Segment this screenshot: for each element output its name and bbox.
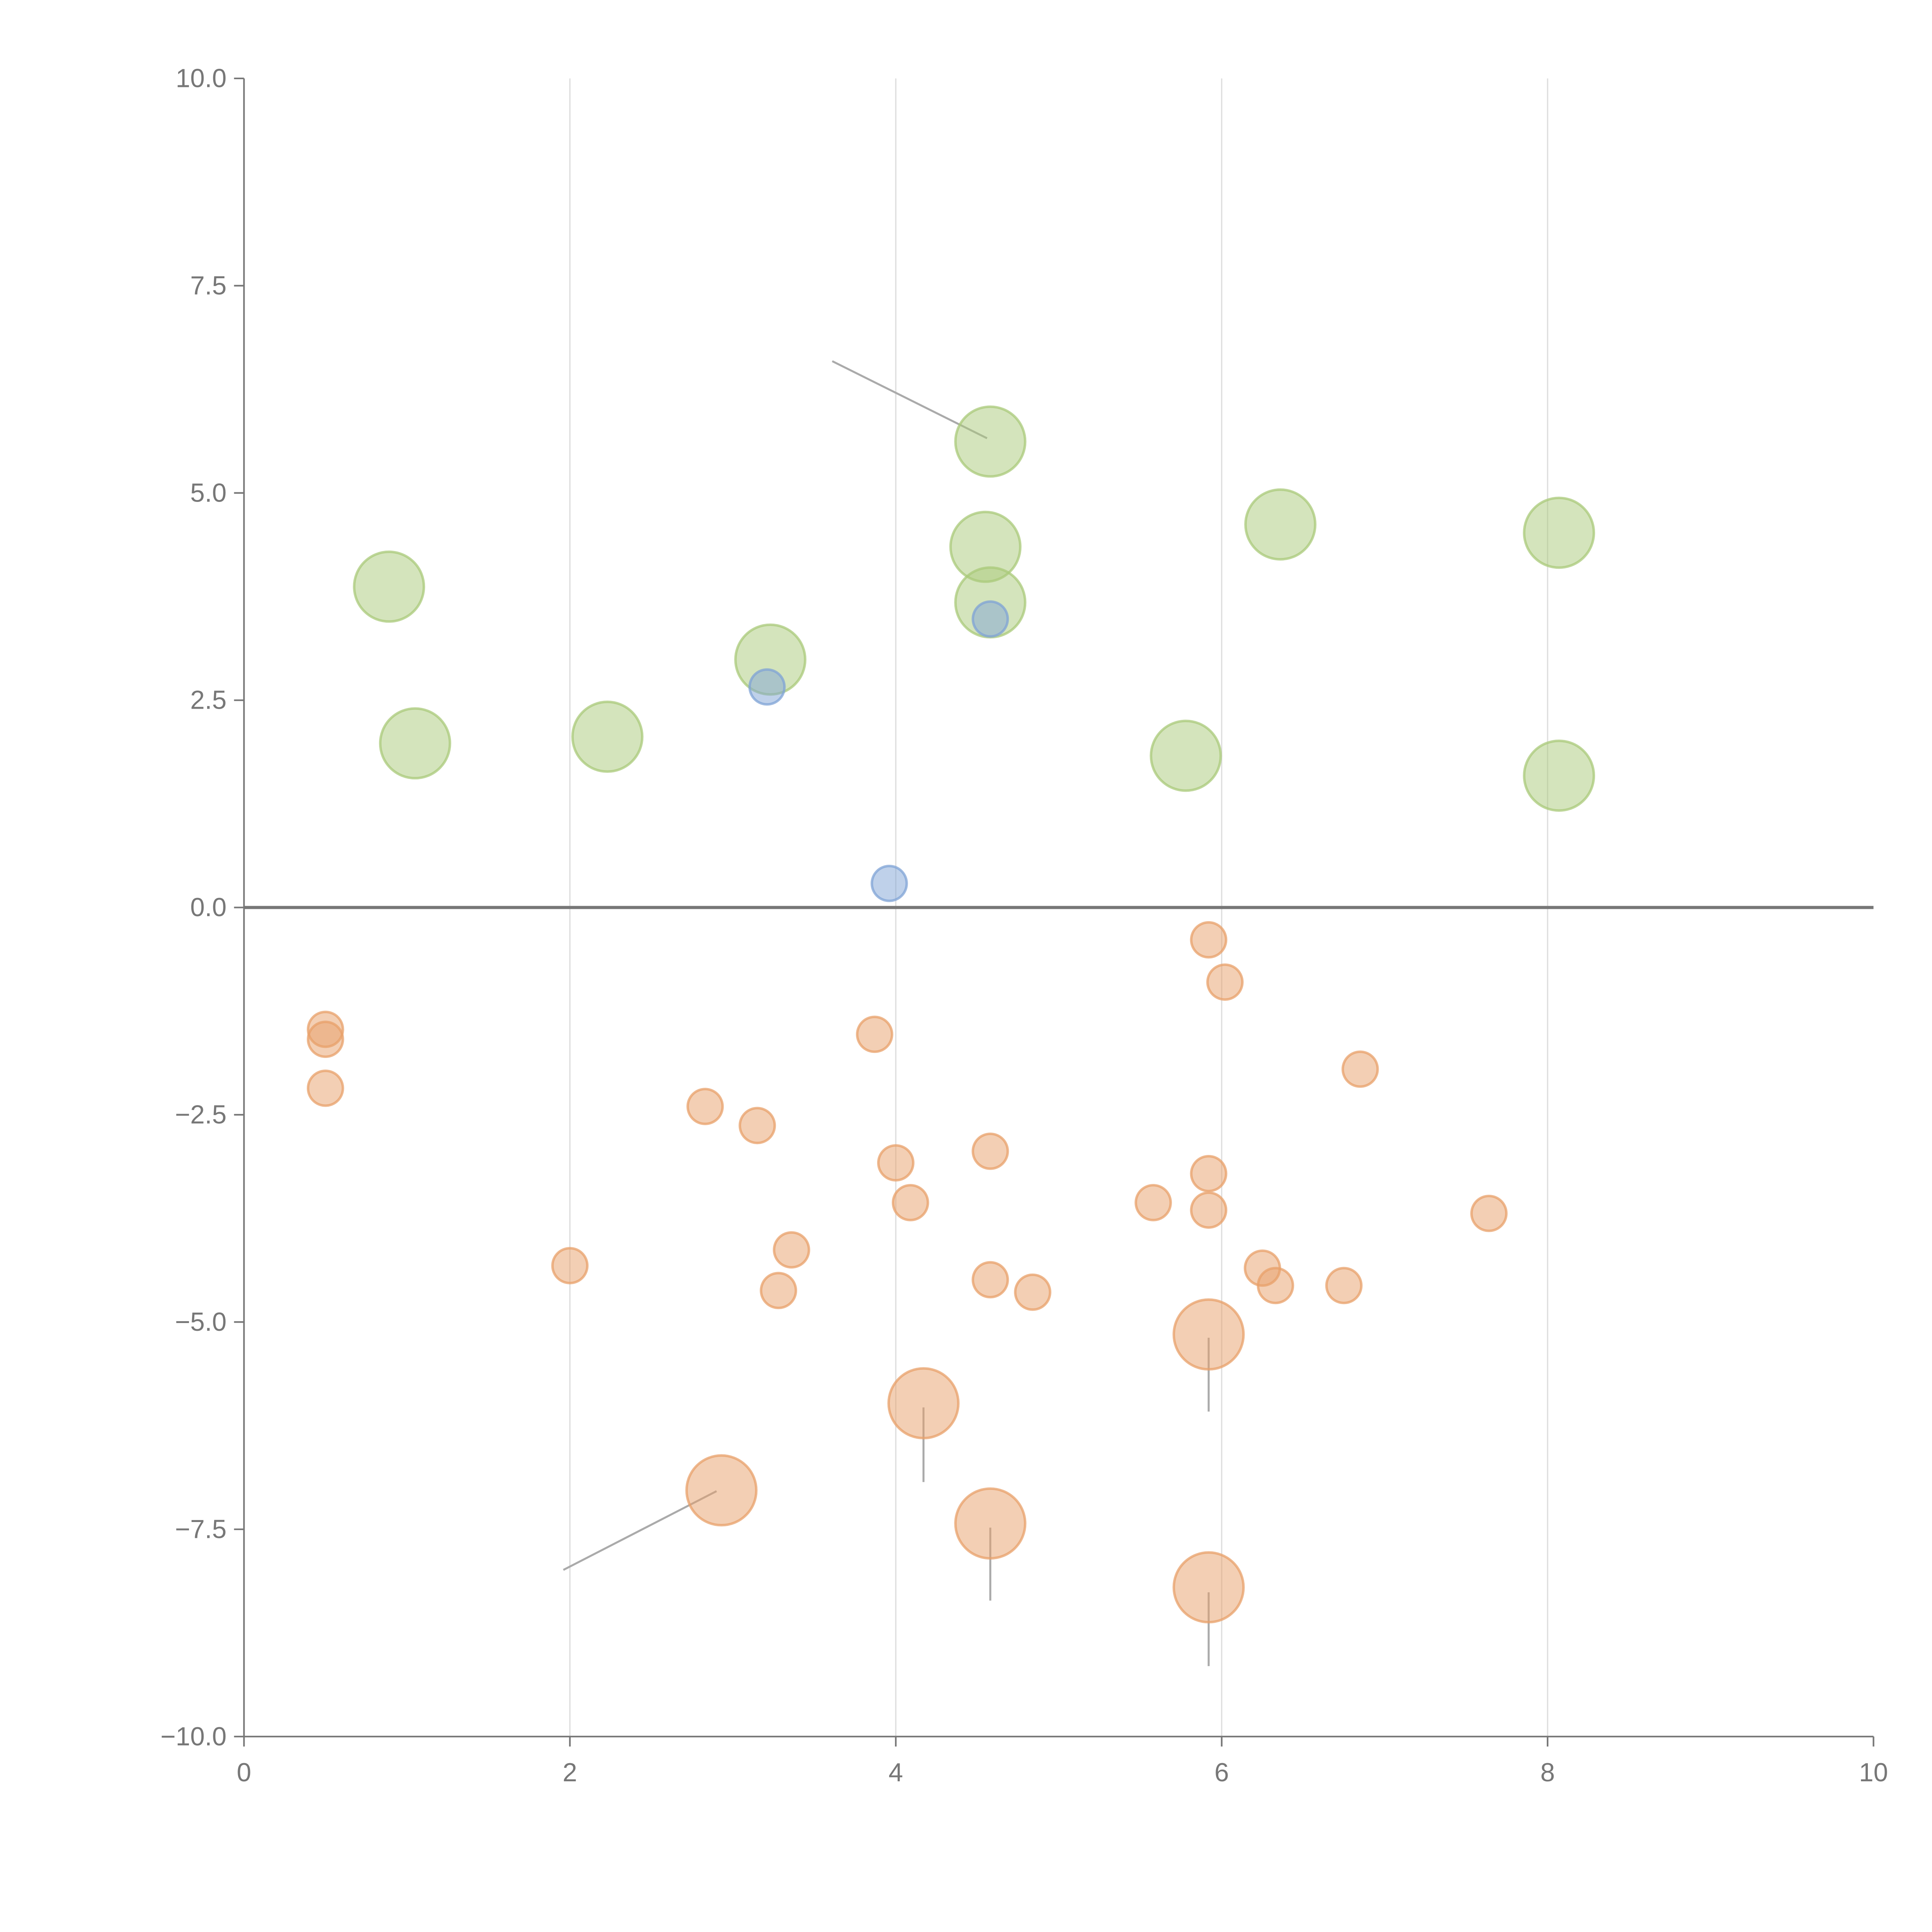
orange-point xyxy=(1134,1184,1172,1221)
x-tick-label: 4 xyxy=(888,1758,903,1787)
leader-lines xyxy=(563,360,1210,1666)
x-tick-label: 2 xyxy=(563,1758,577,1787)
y-tick-label: −2.5 xyxy=(175,1100,227,1129)
orange-point xyxy=(971,1261,1009,1299)
orange-large-point xyxy=(1172,1298,1245,1371)
y-tick-label: 7.5 xyxy=(190,271,226,300)
axes: 0 2 4 6 8 10 10.0 7.5 5.0 2.5 0.0 −2.5 −5.0 −7.5 −10.0 xyxy=(160,64,1888,1787)
y-tick-label: 0.0 xyxy=(190,893,226,922)
data-points xyxy=(306,405,1595,1624)
orange-point xyxy=(686,1088,724,1125)
y-tick-label: −7.5 xyxy=(175,1515,227,1544)
orange-point xyxy=(306,1020,344,1058)
x-tick-label: 6 xyxy=(1214,1758,1229,1787)
orange-large-point xyxy=(1172,1551,1245,1624)
y-tick-label: 5.0 xyxy=(190,478,226,507)
green-point xyxy=(353,550,425,623)
orange-point xyxy=(1470,1194,1508,1232)
y-tick-label: 2.5 xyxy=(190,686,226,715)
green-point xyxy=(379,707,451,780)
orange-point xyxy=(1341,1050,1379,1088)
green-point xyxy=(1523,740,1595,812)
green-point xyxy=(571,701,644,773)
blue-point xyxy=(871,865,908,902)
orange-point xyxy=(891,1184,929,1221)
y-tick-label: −10.0 xyxy=(160,1722,226,1751)
orange-point xyxy=(738,1107,776,1145)
green-point xyxy=(1523,497,1595,569)
y-tick-label: 10.0 xyxy=(176,64,227,93)
orange-point xyxy=(1190,921,1228,959)
green-point xyxy=(1244,488,1316,561)
orange-point xyxy=(773,1231,810,1269)
orange-point xyxy=(551,1247,589,1284)
orange-large-point xyxy=(685,1454,758,1527)
orange-point xyxy=(1190,1191,1228,1229)
orange-point xyxy=(306,1070,344,1107)
orange-point xyxy=(1206,963,1244,1001)
blue-point xyxy=(748,668,786,706)
green-point xyxy=(1150,719,1222,792)
green-point xyxy=(954,405,1027,478)
y-tick-label: −5.0 xyxy=(175,1308,227,1337)
orange-large-point xyxy=(954,1487,1027,1560)
orange-point xyxy=(971,1133,1009,1170)
orange-point xyxy=(1190,1155,1228,1192)
blue-point xyxy=(971,600,1009,638)
orange-point xyxy=(1325,1267,1363,1304)
orange-point xyxy=(1257,1267,1294,1304)
x-tick-label: 10 xyxy=(1859,1758,1888,1787)
orange-point xyxy=(856,1015,893,1053)
x-tick-label: 8 xyxy=(1540,1758,1555,1787)
orange-point xyxy=(760,1272,797,1310)
x-tick-label: 0 xyxy=(237,1758,252,1787)
orange-large-point xyxy=(887,1367,960,1440)
orange-point xyxy=(1014,1273,1051,1311)
orange-point xyxy=(877,1144,915,1182)
